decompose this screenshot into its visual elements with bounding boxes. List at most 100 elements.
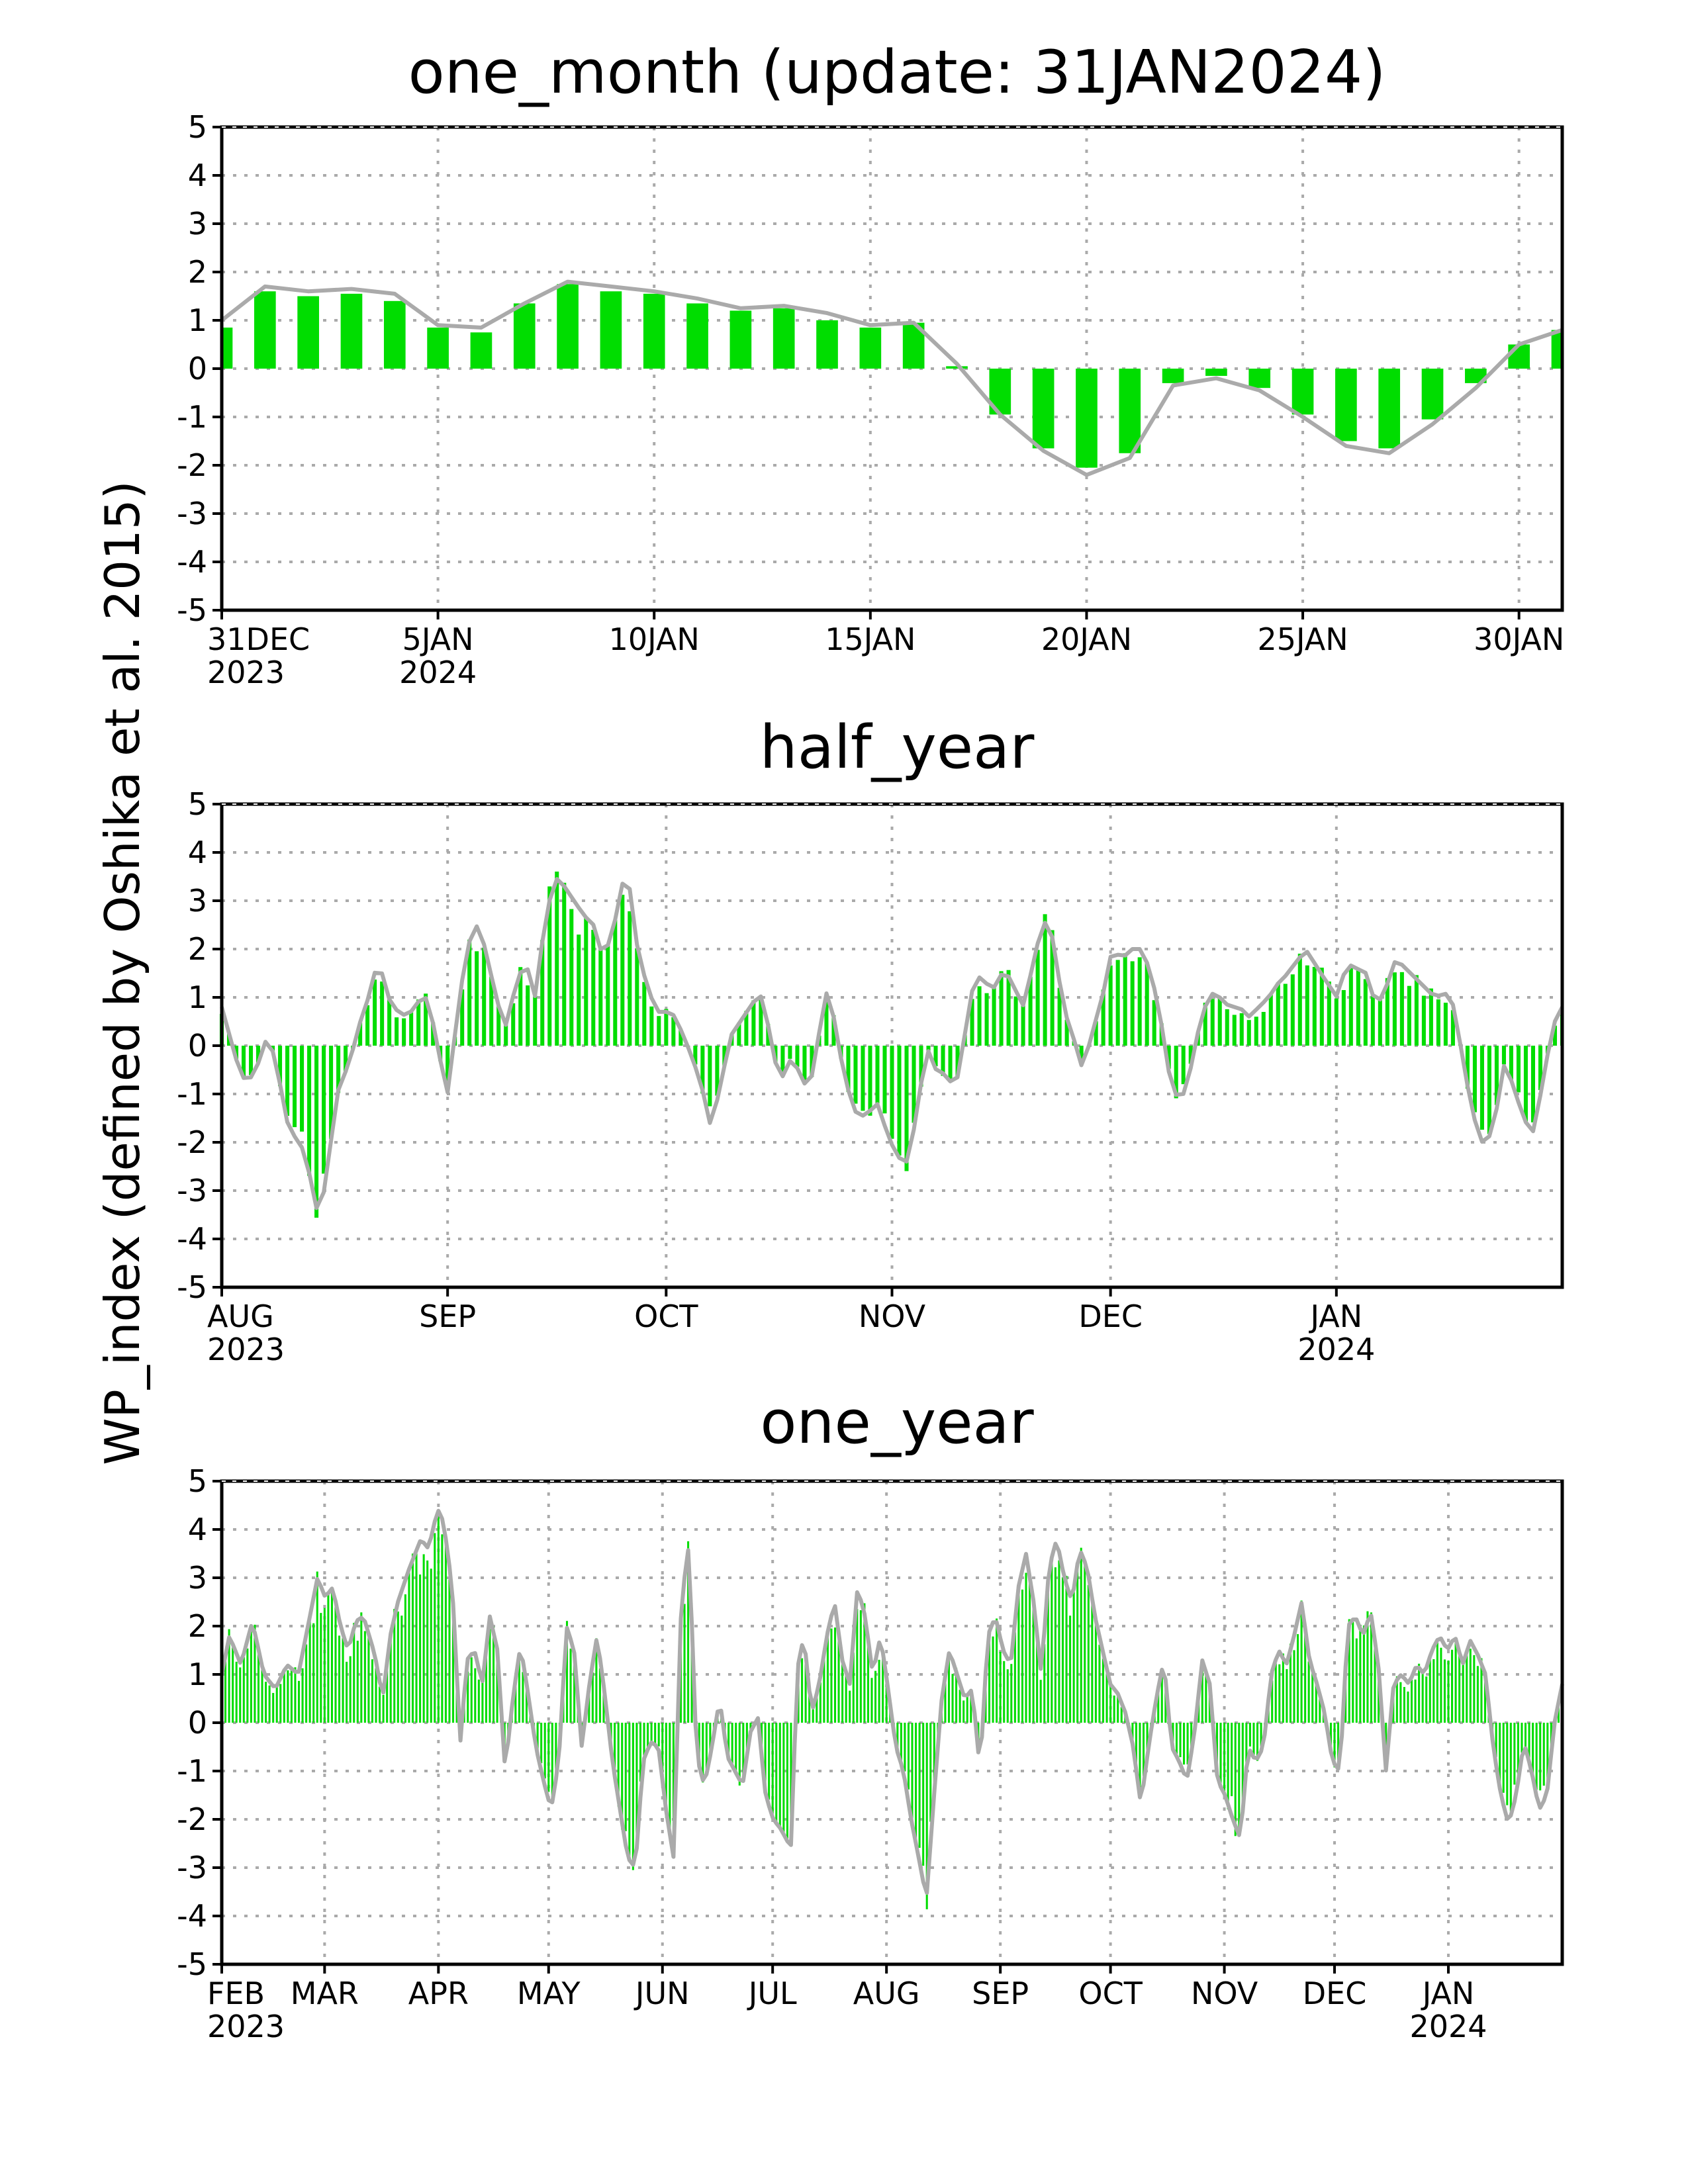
bar <box>322 1046 326 1174</box>
bar <box>1061 1577 1064 1723</box>
bar <box>404 1594 406 1723</box>
bar <box>346 1661 348 1723</box>
bar <box>1469 1649 1472 1723</box>
bar <box>795 1046 800 1067</box>
bar <box>419 1574 422 1723</box>
bar <box>533 993 538 1046</box>
x-tick-label: 31DEC <box>207 621 310 657</box>
bar <box>297 1680 301 1723</box>
bar <box>1013 1632 1016 1723</box>
bar <box>1201 1661 1203 1723</box>
bar <box>1115 960 1120 1046</box>
bar <box>297 296 319 369</box>
bar <box>959 1690 961 1723</box>
bar <box>353 1623 355 1723</box>
y-tick-label: -1 <box>177 1753 207 1789</box>
bar <box>808 1691 811 1723</box>
x-tick-year-label: 2024 <box>1409 2009 1487 2044</box>
bar <box>547 1723 550 1792</box>
bar <box>329 1046 334 1139</box>
bar <box>1539 1723 1542 1791</box>
bar <box>1356 970 1360 1046</box>
bar <box>1076 1568 1079 1723</box>
bar <box>686 303 708 369</box>
bar <box>431 1022 436 1046</box>
bar <box>434 1533 436 1723</box>
bar <box>379 1686 381 1723</box>
bar <box>1025 1572 1027 1723</box>
bar <box>617 1723 620 1807</box>
x-tick-label: JAN <box>1421 1976 1475 2011</box>
y-tick-label: -4 <box>177 1221 207 1257</box>
x-tick-label: OCT <box>1078 1976 1143 2011</box>
bar <box>285 1046 290 1116</box>
bar <box>1183 1723 1186 1765</box>
bar <box>1246 1020 1251 1046</box>
x-tick-label: NOV <box>1191 1976 1258 2011</box>
bar <box>330 1586 333 1723</box>
bar <box>380 981 385 1046</box>
bar <box>602 1688 605 1723</box>
bar <box>1407 985 1411 1046</box>
bar <box>1450 1010 1455 1046</box>
bar <box>445 1046 450 1083</box>
bar <box>293 1046 297 1128</box>
bar <box>1094 1614 1097 1723</box>
bar <box>650 1723 653 1743</box>
bar <box>1462 1661 1464 1723</box>
bar <box>768 1723 771 1800</box>
bar <box>1035 950 1040 1046</box>
bar <box>1385 978 1389 1046</box>
bar <box>1157 1685 1160 1723</box>
bar <box>1203 1003 1207 1046</box>
bar <box>1160 1673 1163 1723</box>
x-tick-label: APR <box>408 1976 469 2011</box>
bar <box>1315 1682 1317 1723</box>
bar <box>1117 1695 1119 1723</box>
x-tick-label: 15JAN <box>825 621 915 657</box>
bar <box>1473 1655 1476 1723</box>
bar <box>1524 1723 1527 1751</box>
bar <box>334 1601 337 1723</box>
bar <box>1329 1723 1333 1753</box>
bar <box>600 291 622 369</box>
bar <box>562 882 567 1046</box>
x-tick-label: FEB <box>207 1976 265 2011</box>
bar <box>555 871 559 1046</box>
bar <box>1248 369 1271 388</box>
bar <box>1282 1653 1284 1723</box>
bar <box>737 1023 741 1046</box>
bar <box>1291 369 1314 415</box>
bar <box>1414 1679 1417 1723</box>
bar <box>1261 1011 1266 1046</box>
bars <box>220 1515 1562 1909</box>
bar <box>948 1046 953 1081</box>
bar <box>467 939 472 1046</box>
bar <box>1181 1046 1186 1085</box>
bar <box>749 1723 752 1732</box>
y-tick-label: 4 <box>188 1512 207 1547</box>
y-tick-label: -4 <box>177 544 207 580</box>
bar <box>1502 1723 1505 1793</box>
bar <box>1013 996 1018 1046</box>
bar <box>415 1552 418 1723</box>
y-tick-label: 2 <box>188 254 207 290</box>
bar <box>1436 1642 1438 1723</box>
bar <box>1327 981 1331 1046</box>
bar <box>451 1614 455 1723</box>
bar <box>257 1651 260 1723</box>
x-tick-label: 20JAN <box>1041 621 1132 657</box>
bar <box>1245 1723 1248 1769</box>
y-tick-label: 5 <box>188 1463 207 1499</box>
bar <box>846 1046 851 1092</box>
bar <box>1542 1723 1545 1786</box>
bar <box>614 1723 616 1772</box>
bar <box>966 1694 968 1723</box>
bar <box>849 1690 851 1723</box>
panel-one-month: one_month (update: 31JAN2024) 5 4 3 2 1 0 -1 -2… <box>177 38 1564 690</box>
y-tick-label: 4 <box>188 158 207 193</box>
bar <box>492 1626 495 1723</box>
bar <box>992 1636 994 1723</box>
bar <box>812 1709 814 1723</box>
bar <box>287 1670 289 1723</box>
